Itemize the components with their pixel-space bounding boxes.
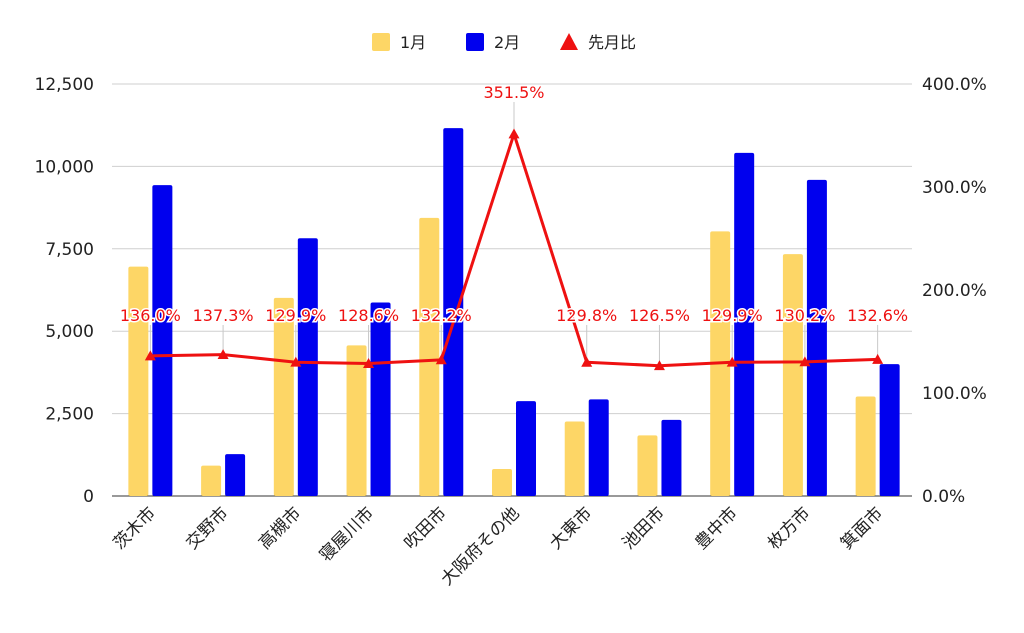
bars	[128, 128, 900, 497]
gridlines	[112, 83, 912, 497]
left-tick-label: 12,500	[35, 75, 94, 95]
data-label: 130.2%	[774, 306, 835, 325]
data-label: 137.3%	[193, 306, 254, 325]
legend: 1月 2月 先月比	[372, 33, 636, 52]
right-tick-label: 0.0%	[922, 487, 965, 507]
left-tick-label: 10,000	[35, 157, 94, 177]
bar-feb	[370, 302, 391, 496]
x-tick-label: 吹田市	[401, 503, 451, 553]
ratio-marker	[581, 356, 593, 367]
ratio-marker	[653, 360, 665, 371]
ratio-marker	[363, 358, 375, 368]
data-label: 126.5%	[629, 306, 690, 325]
ratio-marker	[799, 356, 811, 367]
ratio-marker	[435, 354, 447, 365]
bar-feb	[225, 454, 246, 496]
right-tick-label: 300.0%	[922, 178, 987, 198]
bar-jan	[201, 465, 222, 496]
right-tick-label: 200.0%	[922, 281, 987, 301]
data-label: 132.2%	[411, 306, 472, 325]
right-tick-label: 100.0%	[922, 384, 987, 404]
x-tick-label: 豊中市	[692, 503, 742, 553]
data-label: 132.6%	[847, 306, 908, 325]
left-axis: 0 2,500 5,000 7,500 10,000 12,500	[35, 75, 94, 507]
data-label: 351.5%	[483, 83, 544, 102]
bar-jan	[564, 421, 585, 496]
left-tick-label: 5,000	[45, 322, 94, 342]
data-label: 129.9%	[702, 306, 763, 325]
x-tick-label: 茨木市	[110, 503, 160, 553]
bar-jan	[346, 345, 367, 496]
left-tick-label: 2,500	[45, 405, 94, 425]
bar-feb	[297, 238, 318, 496]
data-label: 136.0%	[120, 306, 181, 325]
ratio-line-series: 136.0% 137.3% 129.9% 128.6% 132.2% 351.5% 129.…	[118, 81, 910, 371]
ratio-marker	[508, 128, 520, 139]
data-label: 129.9%	[265, 306, 326, 325]
x-tick-label: 高槻市	[255, 503, 305, 553]
bar-feb	[152, 185, 173, 496]
ratio-marker	[217, 349, 229, 359]
legend-label: 先月比	[588, 33, 636, 52]
bar-jan	[492, 468, 512, 496]
bar-feb	[806, 179, 827, 496]
x-tick-label: 池田市	[619, 503, 669, 553]
legend-swatch	[372, 33, 390, 51]
x-tick-label: 枚方市	[764, 503, 814, 553]
bar-feb	[588, 399, 609, 496]
x-tick-label: 大東市	[546, 503, 596, 553]
bar-jan	[273, 297, 294, 496]
x-tick-label: 寝屋川市	[315, 503, 378, 566]
bar-jan	[855, 396, 876, 496]
bar-feb	[661, 419, 682, 496]
data-label: 129.8%	[556, 306, 617, 325]
x-tick-label: 大阪府その他	[437, 503, 523, 589]
legend-swatch	[466, 33, 484, 51]
left-tick-label: 7,500	[45, 240, 94, 260]
ratio-marker	[872, 353, 884, 364]
legend-marker	[560, 33, 578, 50]
bar-feb	[516, 401, 536, 496]
x-tick-label: 箕面市	[837, 503, 887, 553]
bar-feb	[879, 364, 900, 496]
bar-jan	[782, 254, 803, 496]
legend-label: 1月	[400, 33, 426, 52]
ratio-marker	[144, 350, 156, 361]
legend-label: 2月	[494, 33, 520, 52]
bar-jan	[128, 266, 149, 496]
right-tick-label: 400.0%	[922, 75, 987, 95]
right-axis: 0.0% 100.0% 200.0% 300.0% 400.0%	[922, 75, 987, 507]
bar-jan	[419, 217, 440, 496]
x-tick-label: 交野市	[182, 503, 232, 553]
bar-feb	[734, 152, 755, 496]
bar-feb	[443, 128, 464, 497]
ratio-marker	[290, 356, 302, 367]
left-tick-label: 0	[83, 487, 94, 507]
ratio-marker	[726, 356, 738, 367]
data-label: 128.6%	[338, 306, 399, 325]
bar-jan	[637, 435, 658, 496]
